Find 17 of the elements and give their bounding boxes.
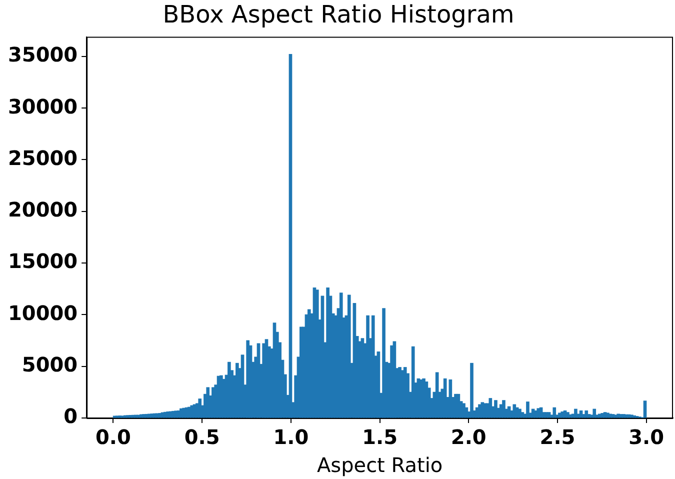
y-tick-label: 15000 — [8, 249, 78, 274]
y-tick-label: 0 — [64, 404, 78, 428]
x-tick-label: 2.5 — [540, 425, 576, 450]
chart-title: BBox Aspect Ratio Histogram — [162, 0, 514, 29]
y-tick-label: 10000 — [8, 300, 78, 325]
y-tick-label: 35000 — [8, 42, 78, 67]
y-tick-label: 25000 — [8, 146, 78, 170]
x-tick-label: 1.0 — [273, 425, 309, 450]
x-tick-label: 3.0 — [628, 425, 664, 450]
y-tick-label: 30000 — [8, 94, 78, 118]
y-tick-label: 20000 — [8, 198, 78, 222]
x-tick-label: 2.0 — [450, 425, 486, 450]
x-tick-label: 0.0 — [96, 425, 131, 450]
x-axis-title: Aspect Ratio — [316, 453, 443, 478]
x-tick-label: 0.5 — [184, 425, 220, 450]
x-tick-label: 1.5 — [362, 425, 398, 450]
y-tick-label: 5000 — [22, 352, 78, 377]
